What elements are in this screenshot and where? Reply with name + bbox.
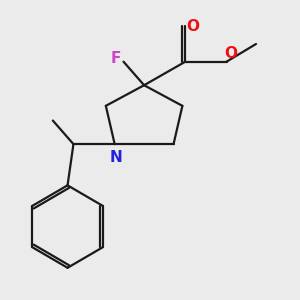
Text: N: N (110, 150, 122, 165)
Text: O: O (186, 19, 199, 34)
Text: O: O (224, 46, 238, 61)
Text: F: F (111, 51, 121, 66)
